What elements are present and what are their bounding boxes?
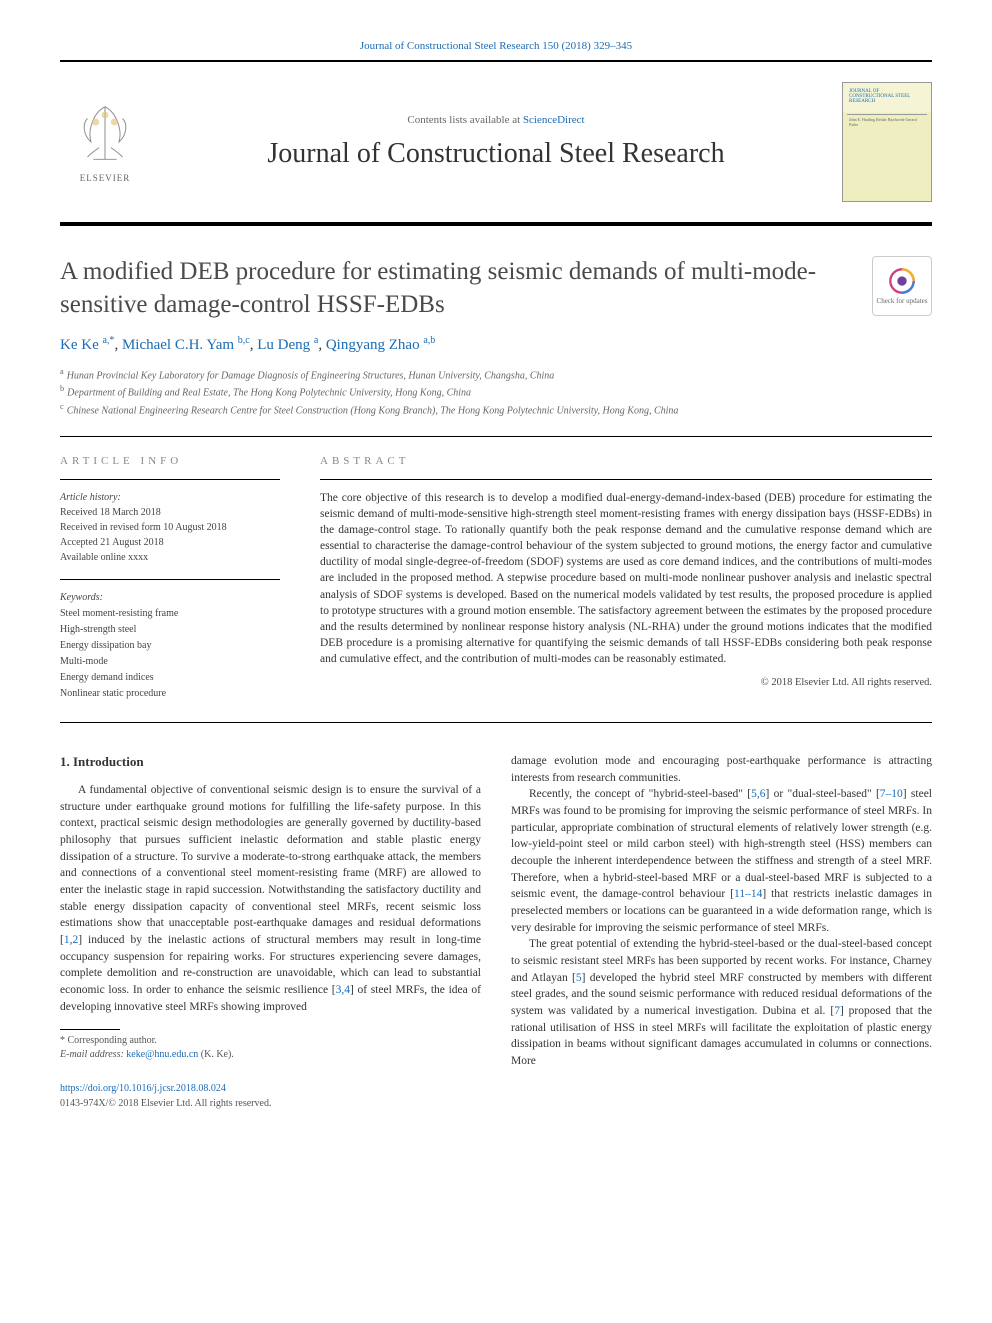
article-title: A modified DEB procedure for estimating … [60,256,852,321]
divider-short [60,479,280,480]
affiliation-line: cChinese National Engineering Research C… [60,401,932,418]
check-updates-icon [888,267,916,295]
author-affil-sup: b,c [238,335,250,346]
sciencedirect-link[interactable]: ScienceDirect [523,114,585,126]
author-link[interactable]: Lu Deng [257,337,310,353]
masthead: ELSEVIER Contents lists available at Sci… [60,60,932,226]
history-received: Received 18 March 2018 [60,505,280,520]
author-affil-sup: a [314,335,318,346]
history-accepted: Accepted 21 August 2018 [60,535,280,550]
corresponding-author: * Corresponding author. E-mail address: … [60,1034,481,1062]
citation-link[interactable]: 3,4 [336,984,350,996]
header-citation: Journal of Constructional Steel Research… [60,40,932,52]
corresponding-divider [60,1029,120,1030]
journal-cover-thumb: JOURNAL OF CONSTRUCTIONAL STEEL RESEARCH… [842,82,932,202]
author-link[interactable]: Michael C.H. Yam [122,337,234,353]
affiliation-line: aHunan Provincial Key Laboratory for Dam… [60,366,932,383]
publisher-name: ELSEVIER [80,173,131,183]
author-link[interactable]: Ke Ke [60,337,99,353]
divider-short [60,579,280,580]
citation-link[interactable]: 5 [576,972,582,984]
elsevier-tree-icon [70,101,140,171]
keyword: Energy dissipation bay [60,638,280,654]
keyword: High-strength steel [60,622,280,638]
contents-prefix: Contents lists available at [407,114,522,126]
abstract-col: ABSTRACT The core objective of this rese… [320,455,932,702]
section-heading: 1. Introduction [60,753,481,772]
contents-line: Contents lists available at ScienceDirec… [170,114,822,126]
authors: Ke Ke a,*, Michael C.H. Yam b,c, Lu Deng… [60,335,932,354]
citation-link[interactable]: 1,2 [64,934,78,946]
publisher-logo: ELSEVIER [60,92,150,192]
affiliation-line: bDepartment of Building and Real Estate,… [60,383,932,400]
abstract-label: ABSTRACT [320,455,932,467]
journal-cover-title: JOURNAL OF CONSTRUCTIONAL STEEL RESEARCH [847,87,927,115]
corresponding-name: (K. Ke). [201,1049,234,1060]
divider [60,436,932,437]
footer: https://doi.org/10.1016/j.jcsr.2018.08.0… [60,1082,481,1111]
title-row: A modified DEB procedure for estimating … [60,256,932,321]
body-col-left: 1. Introduction A fundamental objective … [60,753,481,1111]
header-citation-link[interactable]: Journal of Constructional Steel Research… [360,40,632,52]
masthead-center: Contents lists available at ScienceDirec… [150,114,842,170]
article-history: Article history: Received 18 March 2018 … [60,490,280,565]
author-affil-sup: a,b [423,335,435,346]
history-revised: Received in revised form 10 August 2018 [60,520,280,535]
author-affil-sup: a,* [102,335,114,346]
body-paragraph: The great potential of extending the hyb… [511,936,932,1069]
citation-link[interactable]: 7–10 [880,788,903,800]
keywords-block: Keywords: Steel moment-resisting frame H… [60,590,280,702]
journal-cover-editors: John E. Harding Reidar Bjorhovde Gerard … [847,115,927,198]
info-abstract-row: ARTICLE INFO Article history: Received 1… [60,455,932,702]
keyword: Energy demand indices [60,670,280,686]
divider [60,722,932,723]
check-updates-badge[interactable]: Check for updates [872,256,932,316]
history-label: Article history: [60,490,280,505]
body-columns: 1. Introduction A fundamental objective … [60,753,932,1111]
keyword: Steel moment-resisting frame [60,606,280,622]
article-info-col: ARTICLE INFO Article history: Received 1… [60,455,280,702]
doi-link[interactable]: https://doi.org/10.1016/j.jcsr.2018.08.0… [60,1083,226,1094]
email-label: E-mail address: [60,1049,124,1060]
corresponding-email-link[interactable]: keke@hnu.edu.cn [126,1049,198,1060]
corresponding-label: * Corresponding author. [60,1034,481,1048]
citation-link[interactable]: 11–14 [734,888,762,900]
author-link[interactable]: Qingyang Zhao [326,337,420,353]
article-info-label: ARTICLE INFO [60,455,280,467]
body-paragraph: damage evolution mode and encouraging po… [511,753,932,786]
issn-copyright: 0143-974X/© 2018 Elsevier Ltd. All right… [60,1097,481,1112]
abstract-text: The core objective of this research is t… [320,490,932,667]
keyword: Multi-mode [60,654,280,670]
body-paragraph: A fundamental objective of conventional … [60,782,481,1015]
keywords-label: Keywords: [60,590,280,606]
citation-link[interactable]: 7 [834,1005,840,1017]
divider-short [320,479,932,480]
citation-link[interactable]: 5,6 [751,788,765,800]
abstract-copyright: © 2018 Elsevier Ltd. All rights reserved… [320,677,932,688]
body-paragraph: Recently, the concept of "hybrid-steel-b… [511,786,932,936]
check-updates-label: Check for updates [877,297,928,305]
keyword: Nonlinear static procedure [60,686,280,702]
history-available: Available online xxxx [60,550,280,565]
body-col-right: damage evolution mode and encouraging po… [511,753,932,1111]
journal-name: Journal of Constructional Steel Research [170,138,822,170]
affiliations: aHunan Provincial Key Laboratory for Dam… [60,366,932,418]
